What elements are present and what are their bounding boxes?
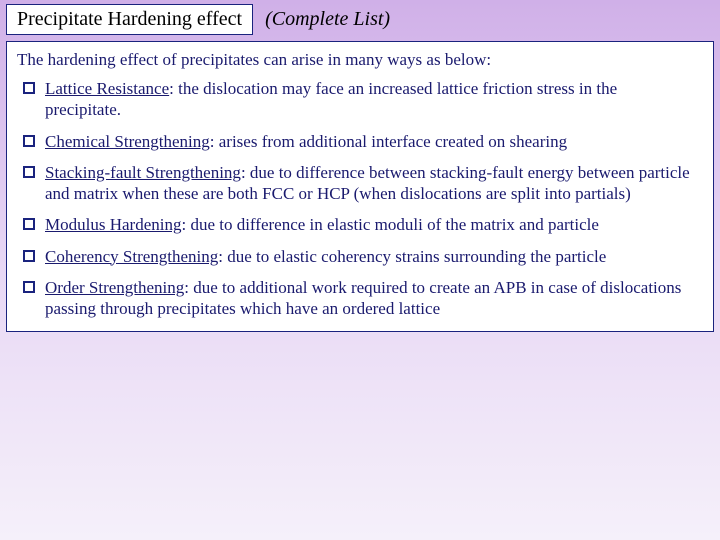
item-text: Lattice Resistance: the dislocation may …	[45, 78, 697, 121]
item-text: Chemical Strengthening: arises from addi…	[45, 131, 567, 152]
list-item: Chemical Strengthening: arises from addi…	[17, 131, 703, 152]
page-subtitle: (Complete List)	[265, 8, 390, 31]
list-item: Stacking-fault Strengthening: due to dif…	[17, 162, 703, 205]
item-term: Order Strengthening	[45, 278, 184, 297]
list-item: Coherency Strengthening: due to elastic …	[17, 246, 703, 267]
list-item: Lattice Resistance: the dislocation may …	[17, 78, 703, 121]
item-text: Stacking-fault Strengthening: due to dif…	[45, 162, 697, 205]
square-bullet-icon	[23, 135, 35, 147]
item-term: Coherency Strengthening	[45, 247, 218, 266]
item-rest: : due to difference in elastic moduli of…	[181, 215, 598, 234]
item-text: Order Strengthening: due to additional w…	[45, 277, 697, 320]
page-title: Precipitate Hardening effect	[17, 8, 242, 30]
title-row: Precipitate Hardening effect (Complete L…	[0, 0, 720, 41]
square-bullet-icon	[23, 250, 35, 262]
item-term: Chemical Strengthening	[45, 132, 210, 151]
item-rest: : arises from additional interface creat…	[210, 132, 567, 151]
square-bullet-icon	[23, 82, 35, 94]
square-bullet-icon	[23, 166, 35, 178]
list-item: Order Strengthening: due to additional w…	[17, 277, 703, 320]
item-term: Stacking-fault Strengthening	[45, 163, 241, 182]
item-term: Modulus Hardening	[45, 215, 181, 234]
item-rest: : due to elastic coherency strains surro…	[218, 247, 606, 266]
item-term: Lattice Resistance	[45, 79, 169, 98]
square-bullet-icon	[23, 218, 35, 230]
intro-text: The hardening effect of precipitates can…	[17, 50, 703, 70]
content-box: The hardening effect of precipitates can…	[6, 41, 714, 332]
list-item: Modulus Hardening: due to difference in …	[17, 214, 703, 235]
title-box: Precipitate Hardening effect	[6, 4, 253, 35]
item-text: Modulus Hardening: due to difference in …	[45, 214, 599, 235]
item-text: Coherency Strengthening: due to elastic …	[45, 246, 606, 267]
square-bullet-icon	[23, 281, 35, 293]
